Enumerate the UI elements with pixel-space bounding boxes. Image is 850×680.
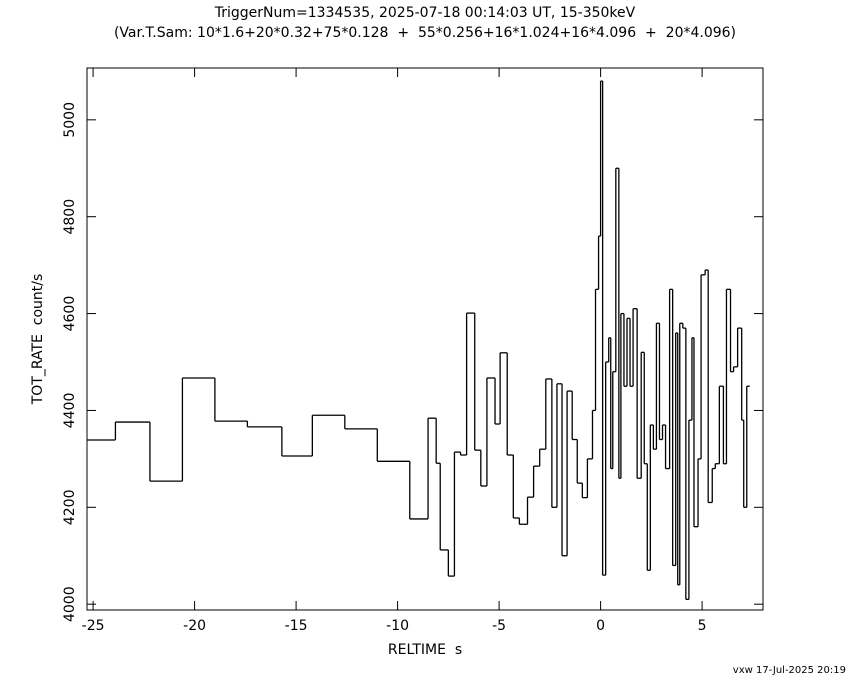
x-tick-label: 0 xyxy=(596,618,605,634)
chart-title: TriggerNum=1334535, 2025-07-18 00:14:03 … xyxy=(214,5,636,21)
x-axis-label: RELTIME s xyxy=(388,642,462,658)
x-tick-label: 5 xyxy=(698,618,707,634)
footer: vxw 17-Jul-2025 20:19 xyxy=(733,665,846,676)
y-tick-label: 4600 xyxy=(62,296,78,332)
x-tick-label: -10 xyxy=(386,618,409,634)
x-tick-label: -5 xyxy=(492,618,506,634)
plot-frame xyxy=(86,67,764,611)
y-tick-label: 4400 xyxy=(62,393,78,429)
x-tick-label: -15 xyxy=(285,618,308,634)
chart-subtitle: (Var.T.Sam: 10*1.6+20*0.32+75*0.128 + 55… xyxy=(114,25,736,41)
y-tick-label: 4200 xyxy=(62,489,78,525)
y-tick-label: 4800 xyxy=(62,199,78,235)
x-tick-label: -25 xyxy=(82,618,105,634)
x-tick-label: -20 xyxy=(183,618,206,634)
y-tick-label: 4000 xyxy=(62,586,78,622)
y-axis-label: TOT_RATE count/s xyxy=(30,274,46,406)
y-tick-label: 5000 xyxy=(62,102,78,138)
